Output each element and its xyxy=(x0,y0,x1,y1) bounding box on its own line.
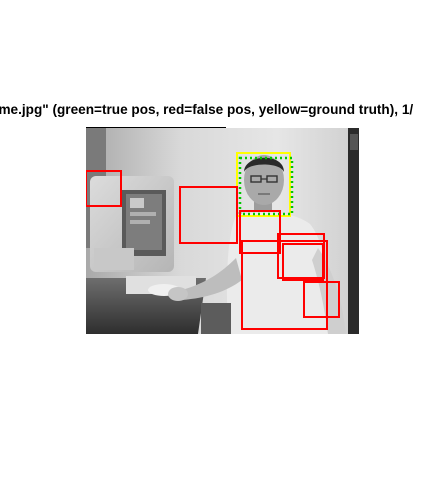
photo-person xyxy=(168,155,346,334)
false-positive-box xyxy=(179,186,238,244)
false-positive-box xyxy=(303,281,340,318)
false-positive-box xyxy=(239,210,281,254)
true-positive-box xyxy=(238,156,294,216)
false-positive-box xyxy=(241,240,328,330)
photo-wall-item xyxy=(350,134,358,150)
false-positive-box xyxy=(86,170,122,207)
photo-monitor xyxy=(90,176,174,272)
figure-title: "me.jpg" (green=true pos, red=false pos,… xyxy=(0,102,414,117)
photo-canvas xyxy=(86,128,359,334)
photo-right-edge xyxy=(348,128,359,334)
photo-chair xyxy=(201,303,231,334)
ground-truth-box xyxy=(236,152,291,217)
photo-axes xyxy=(86,128,359,334)
axes-top-border xyxy=(86,127,226,128)
false-positive-box xyxy=(282,243,324,281)
